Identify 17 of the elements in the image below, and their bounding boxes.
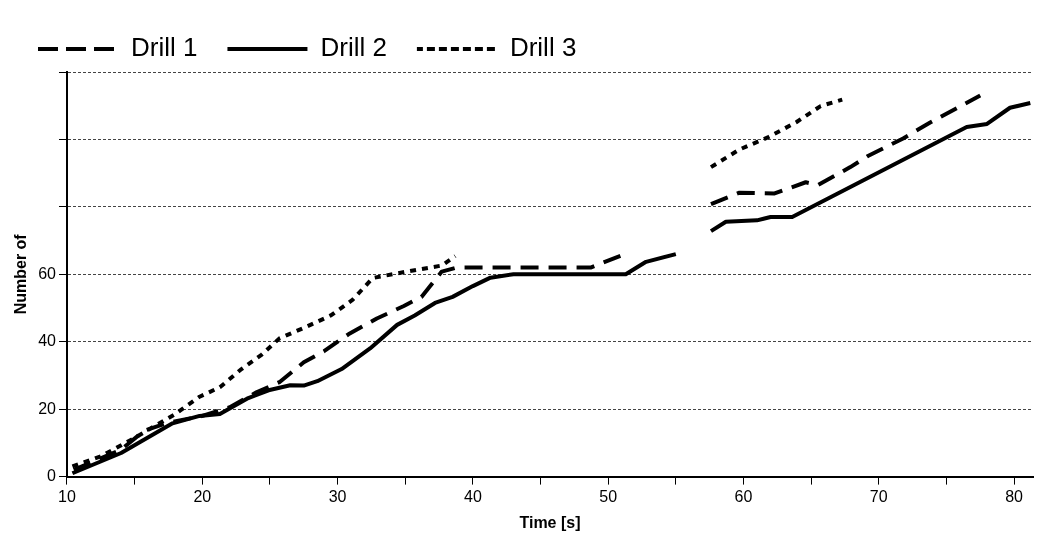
y-tick-label: 60: [38, 264, 57, 282]
legend-label: Drill 2: [320, 32, 387, 63]
y-axis-title: Number of: [12, 233, 30, 315]
y-tick-label: 40: [38, 332, 57, 350]
x-tick-label: 50: [599, 487, 618, 505]
x-tick-label: 20: [193, 487, 212, 505]
x-tick-label: 30: [328, 487, 347, 505]
x-axis-title: Time [s]: [519, 513, 581, 531]
x-tick-label: 10: [58, 487, 76, 505]
x-tick-label: 60: [734, 487, 753, 505]
x-tick-label: 80: [1005, 487, 1024, 505]
x-tick-label: 70: [869, 487, 888, 505]
y-tick-label: 20: [38, 399, 57, 417]
x-tick-label: 40: [463, 487, 482, 505]
legend-label: Drill 3: [509, 32, 577, 63]
legend-label: Drill 1: [131, 32, 198, 63]
y-tick-label: 0: [47, 467, 57, 485]
